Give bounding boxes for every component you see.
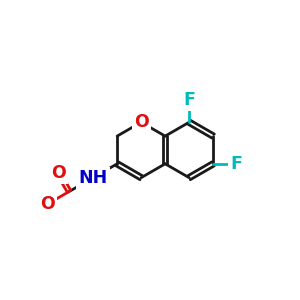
Text: F: F bbox=[183, 91, 195, 109]
Text: O: O bbox=[40, 195, 55, 213]
Text: O: O bbox=[51, 164, 66, 182]
Text: NH: NH bbox=[79, 169, 108, 187]
Text: O: O bbox=[134, 113, 148, 131]
Text: F: F bbox=[230, 155, 242, 173]
Ellipse shape bbox=[82, 167, 105, 188]
